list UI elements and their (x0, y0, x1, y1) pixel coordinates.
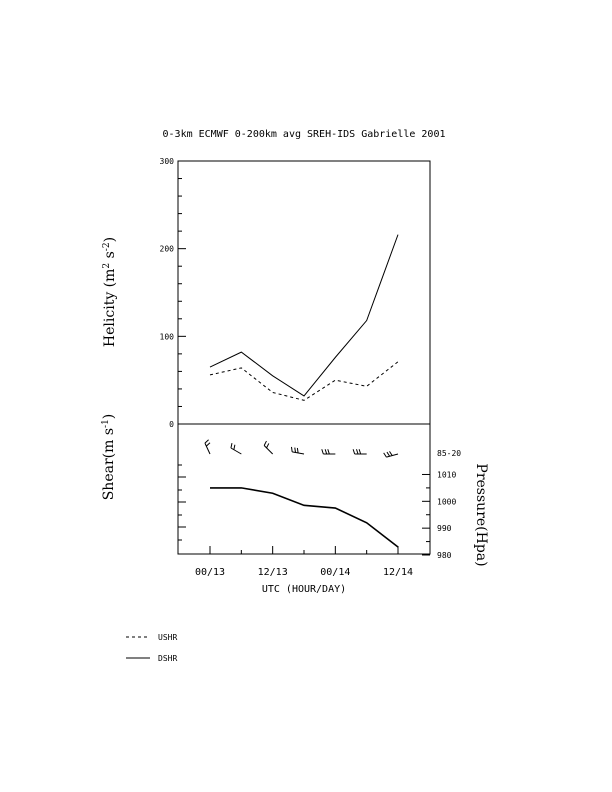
pressure-y-tick-label: 85-20 (437, 449, 461, 458)
x-axis-tick-label: 00/14 (320, 567, 350, 578)
shear-barb (321, 449, 336, 455)
x-axis-label: UTC (HOUR/DAY) (262, 584, 346, 595)
x-axis-tick-label: 00/13 (195, 567, 225, 578)
shear-barb (230, 443, 242, 455)
shear-barb (352, 449, 367, 455)
shear-label-exp: -1 (101, 419, 111, 428)
helicity-panel: 0 100 200 300 Helicity (m2 s-2) (102, 157, 431, 429)
helicity-series (209, 234, 399, 401)
helicity-series-ushr (209, 361, 399, 401)
x-axis-tick-label: 12/13 (258, 567, 288, 578)
shear-plot-frame (177, 423, 431, 555)
pressure-y-tick-label: 990 (437, 524, 452, 533)
pressure-series (210, 487, 399, 548)
pressure-series-line (210, 487, 399, 548)
helicity-label-expneg2: -2 (102, 242, 112, 251)
pressure-y-tick-label: 980 (437, 551, 452, 560)
shear-barb (290, 446, 305, 455)
shear-left-ticks (178, 464, 186, 541)
helicity-label-units-s: s (102, 251, 118, 258)
legend-label-ushr: USHR (158, 633, 177, 642)
shear-label-units: (m s (101, 428, 117, 458)
helicity-series-dshr (209, 234, 399, 397)
legend: USHR DSHR (126, 633, 177, 663)
helicity-y-axis-label: Helicity (m2 s-2) (102, 237, 118, 347)
shear-pressure-panel: 85-20 1010 1000 990 980 00/13 12/13 00/14 12/14… (101, 414, 489, 595)
pressure-y-tick-label: 1010 (437, 470, 456, 479)
shear-y-axis-label: Shear(m s-1) (101, 414, 117, 501)
helicity-label-units-m: (m (102, 269, 118, 288)
helicity-plot-frame (177, 160, 431, 425)
helicity-y-tick-label: 0 (169, 420, 174, 429)
helicity-label-close: ) (102, 237, 118, 242)
shear-barb (383, 451, 399, 458)
shear-barb (263, 440, 274, 455)
x-axis-tick-label: 12/14 (383, 567, 413, 578)
pressure-right-ticks: 85-20 1010 1000 990 980 (422, 449, 461, 560)
helicity-label-word: Helicity (102, 292, 118, 347)
shear-wind-barbs (204, 439, 399, 458)
pressure-y-tick-label: 1000 (437, 497, 456, 506)
x-axis-ticks: 00/13 12/13 00/14 12/14 (195, 546, 413, 578)
chart-title: 0-3km ECMWF 0-200km avg SREH-IDS Gabriel… (163, 129, 446, 140)
pressure-y-axis-label: Pressure(Hpa) (473, 463, 489, 566)
legend-label-dshr: DSHR (158, 654, 177, 663)
shear-label-word: Shear (101, 458, 117, 500)
helicity-y-tick-label: 100 (160, 332, 175, 341)
helicity-y-tick-label: 300 (160, 157, 175, 166)
helicity-y-tick-label: 200 (160, 245, 175, 254)
helicity-y-ticks: 0 100 200 300 (160, 157, 186, 429)
helicity-label-exp2: 2 (102, 263, 112, 269)
shear-barb (204, 439, 211, 455)
shear-label-close: ) (101, 414, 117, 419)
